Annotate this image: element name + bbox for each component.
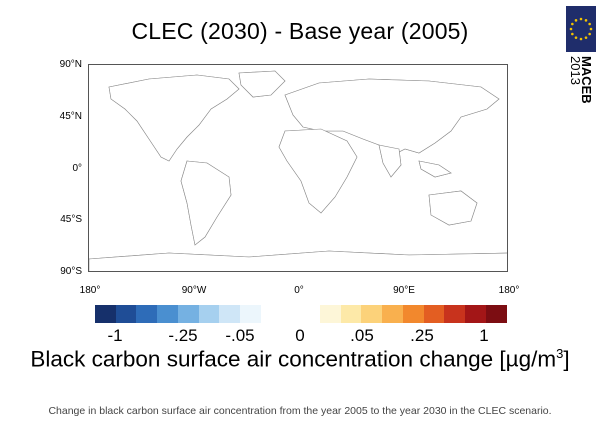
- colorbar-tick-label: .25: [410, 326, 434, 345]
- world-map-svg: [89, 65, 507, 271]
- world-map: [88, 64, 508, 272]
- maceb-logo: [566, 6, 596, 52]
- colorbar-swatch-positive: [320, 305, 342, 323]
- colorbar-swatch-positive: [423, 305, 445, 323]
- lat-label: 45°S: [60, 214, 82, 225]
- eu-stars-icon: [569, 17, 593, 41]
- star-icon: [588, 32, 591, 36]
- lon-label: 0°: [294, 285, 304, 296]
- lat-label: 45°N: [59, 111, 82, 122]
- logo-text: MACEB 2013: [568, 56, 594, 104]
- colorbar-unit-label: Black carbon surface air concentration c…: [0, 346, 600, 373]
- lon-label: 90°W: [181, 285, 207, 296]
- logo-line-1: MACEB: [579, 56, 594, 104]
- star-icon: [569, 27, 573, 31]
- colorbar-swatch-negative: [177, 305, 199, 323]
- colorbar-tick-label: .05: [350, 326, 374, 345]
- colorbar-swatch-negative: [115, 305, 137, 323]
- colorbar-swatch-positive: [340, 305, 362, 323]
- colorbar-tick-label: 0: [295, 326, 305, 345]
- star-icon: [589, 27, 593, 31]
- star-icon: [584, 19, 588, 22]
- colorbar-swatch-positive: [361, 305, 383, 323]
- map-title: CLEC (2030) - Base year (2005): [131, 18, 469, 44]
- star-icon: [574, 19, 578, 22]
- logo-line-2: 2013: [568, 56, 583, 85]
- lon-label: 180°: [498, 285, 520, 296]
- star-icon: [574, 36, 578, 39]
- colorbar-tick-label: -.05: [225, 326, 255, 345]
- star-icon: [571, 32, 574, 36]
- lat-label: 0°: [72, 163, 82, 174]
- colorbar-swatch-positive: [444, 305, 466, 323]
- colorbar-tick-label: -.25: [168, 326, 198, 345]
- colorbar-swatch-negative: [95, 305, 117, 323]
- colorbar-swatch-positive: [402, 305, 424, 323]
- star-icon: [588, 22, 591, 26]
- colorbar-swatch-negative: [198, 305, 220, 323]
- star-icon: [571, 22, 574, 26]
- unit-label-text: Black carbon surface air concentration c…: [30, 346, 557, 372]
- colorbar-swatch-negative: [219, 305, 241, 323]
- lon-label: 90°E: [393, 285, 415, 296]
- star-icon: [584, 36, 588, 39]
- colorbar-swatch-positive: [382, 305, 404, 323]
- lon-label: 180°: [79, 285, 101, 296]
- colorbar-tick-label: 1: [479, 326, 489, 345]
- colorbar-swatch-positive: [485, 305, 507, 323]
- unit-superscript: 3: [556, 346, 564, 361]
- colorbar-tick-label: -1: [107, 326, 123, 345]
- unit-label-suffix: ]: [563, 346, 570, 372]
- lat-label: 90°N: [59, 59, 82, 70]
- star-icon: [579, 17, 583, 21]
- star-icon: [579, 37, 583, 41]
- colorbar-swatch-negative: [157, 305, 179, 323]
- colorbar-swatch-positive: [464, 305, 487, 323]
- colorbar-swatch-negative: [136, 305, 158, 323]
- colorbar-swatch-negative: [239, 305, 262, 323]
- figure-caption: Change in black carbon surface air conce…: [48, 405, 552, 417]
- lat-label: 90°S: [60, 266, 82, 277]
